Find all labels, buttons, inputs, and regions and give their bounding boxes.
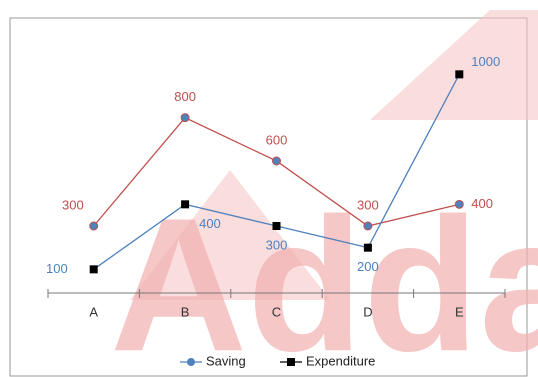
point (363, 243, 372, 252)
data-label: 600 (266, 132, 288, 147)
watermark-shape (130, 170, 330, 300)
data-label: 300 (266, 237, 288, 252)
point (454, 199, 464, 209)
point (455, 70, 464, 79)
point (181, 200, 190, 209)
legend-marker (287, 358, 295, 366)
x-tick-label: E (455, 304, 464, 319)
watermark-shape (370, 10, 538, 120)
point (272, 156, 281, 166)
point (89, 221, 99, 231)
data-label: 200 (357, 259, 379, 274)
point (89, 265, 98, 274)
point (363, 221, 373, 231)
x-tick-label: C (272, 304, 281, 319)
point (180, 113, 190, 123)
x-tick-label: B (181, 304, 190, 319)
legend-label: Saving (206, 353, 246, 368)
watermark: Adda (110, 179, 538, 377)
data-label: 300 (62, 197, 84, 212)
legend-marker (187, 358, 195, 366)
x-tick-label: D (363, 304, 372, 319)
data-label: 300 (357, 197, 379, 212)
data-label: 800 (174, 89, 196, 104)
data-label: 100 (46, 261, 68, 276)
data-label: 1000 (471, 54, 500, 69)
data-label: 400 (471, 196, 493, 211)
data-label: 400 (199, 216, 221, 231)
legend-label: Expenditure (306, 353, 375, 368)
point (272, 222, 281, 230)
x-tick-label: A (89, 304, 98, 319)
